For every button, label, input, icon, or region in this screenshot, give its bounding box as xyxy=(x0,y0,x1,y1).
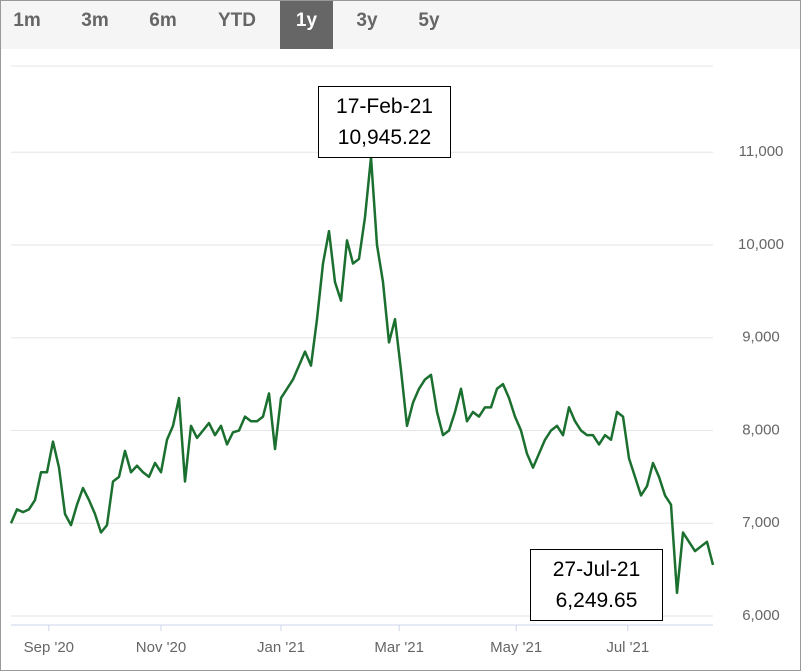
annotation-date: 27-Jul-21 xyxy=(552,558,641,581)
x-tick-label: Jul '21 xyxy=(606,639,649,656)
y-tick-label: 11,000 xyxy=(739,143,784,160)
y-tick-label: 10,000 xyxy=(738,236,784,253)
y-tick-label: 8,000 xyxy=(742,421,780,438)
x-tick-label: Sep '20 xyxy=(24,639,74,656)
range-tab[interactable]: YTD xyxy=(218,10,256,31)
price-line xyxy=(9,156,715,595)
range-tabs: 1m 3m 6m YTD 1y 3y 5y xyxy=(1,1,800,49)
annotation-value: 10,945.22 xyxy=(337,126,432,149)
x-tick-label: Mar '21 xyxy=(374,639,424,656)
x-tick-label: May '21 xyxy=(490,639,542,656)
y-tick-label: 6,000 xyxy=(742,607,780,624)
x-tick-label: Jan '21 xyxy=(257,639,305,656)
y-tick-label: 9,000 xyxy=(742,329,780,346)
annotation-value: 6,249.65 xyxy=(555,589,638,612)
range-tab[interactable]: 3m xyxy=(81,10,109,31)
annotation: 27-Jul-21 6,249.65 xyxy=(530,549,663,621)
y-tick-label: 7,000 xyxy=(742,514,780,531)
range-tab[interactable]: 5y xyxy=(418,10,440,31)
range-tab[interactable]: 1y xyxy=(280,1,333,49)
range-tab[interactable]: 1m xyxy=(13,10,41,31)
annotation: 17-Feb-21 10,945.22 xyxy=(318,86,451,158)
range-tab[interactable]: 6m xyxy=(149,10,177,31)
x-tick-label: Nov '20 xyxy=(136,639,186,656)
range-tab[interactable]: 3y xyxy=(356,10,378,31)
annotation-date: 17-Feb-21 xyxy=(336,95,433,118)
